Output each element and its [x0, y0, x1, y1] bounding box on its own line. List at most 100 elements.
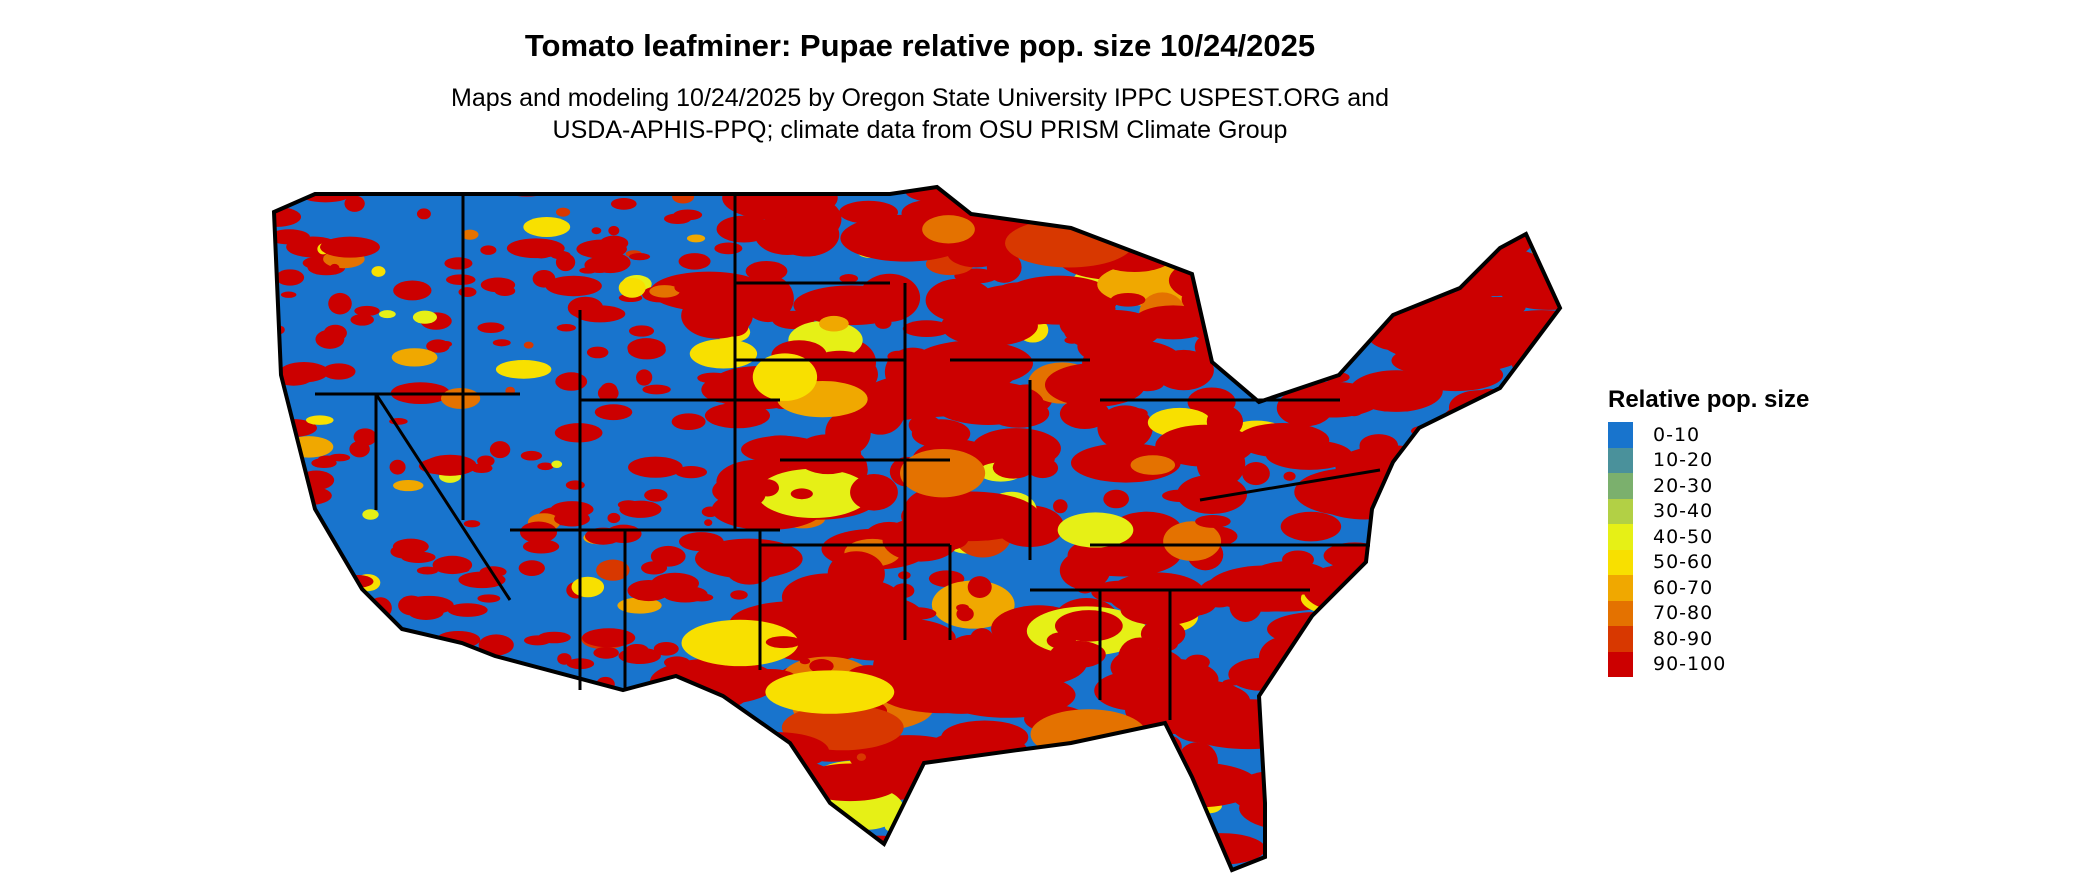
population-patch — [681, 816, 742, 855]
population-patch — [1241, 252, 1299, 291]
population-patch — [506, 238, 565, 259]
population-patch — [664, 656, 690, 669]
population-patch — [1509, 399, 1560, 447]
population-patch — [607, 512, 621, 524]
population-patch — [1390, 810, 1481, 843]
population-patch — [546, 814, 583, 832]
population-patch — [1394, 744, 1480, 775]
population-patch — [489, 441, 511, 459]
population-patch — [686, 234, 706, 243]
population-patch — [381, 643, 407, 666]
population-patch — [1414, 622, 1448, 638]
population-patch — [608, 225, 620, 236]
population-patch — [629, 252, 651, 261]
population-patch — [628, 325, 655, 337]
population-patch — [1484, 563, 1522, 577]
population-patch — [939, 778, 954, 790]
population-patch — [1376, 203, 1394, 210]
population-patch — [1352, 855, 1370, 866]
population-patch — [275, 732, 322, 748]
population-patch — [426, 339, 450, 353]
population-patch — [581, 814, 614, 831]
population-patch — [1167, 226, 1190, 235]
population-patch — [1316, 334, 1348, 351]
population-patch — [1118, 637, 1162, 677]
population-patch — [631, 741, 676, 759]
population-patch — [1188, 260, 1246, 282]
population-patch — [1042, 858, 1098, 870]
population-patch — [1163, 211, 1268, 259]
population-patch — [507, 764, 539, 786]
population-patch — [1145, 187, 1217, 205]
population-patch — [1462, 413, 1489, 435]
population-patch — [546, 692, 558, 700]
population-patch — [341, 187, 366, 194]
population-patch — [358, 752, 379, 763]
population-patch — [693, 725, 745, 753]
population-patch — [1367, 204, 1400, 230]
legend-label: 30-40 — [1653, 500, 1714, 523]
population-patch — [279, 361, 329, 383]
population-patch — [519, 521, 558, 544]
population-patch — [399, 782, 422, 796]
population-patch — [628, 836, 652, 856]
population-patch — [594, 404, 633, 421]
population-patch — [1294, 283, 1378, 332]
population-patch — [819, 315, 849, 332]
population-patch — [1433, 744, 1458, 767]
population-patch — [1333, 283, 1383, 310]
population-patch — [1323, 737, 1404, 782]
population-patch — [1512, 721, 1560, 762]
population-patch — [1503, 611, 1551, 645]
population-patch — [393, 280, 432, 301]
population-patch — [444, 257, 473, 270]
map-title: Tomato leafminer: Pupae relative pop. si… — [524, 28, 1316, 63]
population-patch — [324, 664, 346, 680]
population-patch — [765, 636, 802, 649]
population-patch — [1278, 785, 1333, 811]
population-patch — [969, 810, 1021, 835]
population-patch — [653, 641, 679, 656]
legend-item: 20-30 — [1608, 473, 1809, 499]
population-patch — [1520, 595, 1535, 604]
population-patch — [1452, 225, 1481, 239]
population-patch — [1059, 398, 1110, 429]
population-patch — [520, 785, 560, 804]
legend-item: 10-20 — [1608, 447, 1809, 473]
population-patch — [1073, 571, 1097, 594]
population-patch — [350, 314, 374, 326]
population-patch — [1430, 187, 1509, 213]
population-patch — [618, 806, 658, 828]
population-patch — [540, 697, 578, 720]
population-patch — [967, 187, 1078, 208]
population-patch — [1477, 711, 1519, 741]
population-patch — [438, 843, 459, 852]
population-patch — [414, 715, 440, 733]
population-patch — [922, 215, 975, 244]
population-patch — [1222, 282, 1289, 307]
population-patch — [1500, 638, 1560, 669]
population-patch — [745, 261, 788, 282]
population-patch — [478, 634, 514, 656]
population-patch — [674, 281, 697, 294]
population-patch — [480, 245, 497, 255]
population-patch — [1289, 703, 1347, 734]
population-patch — [274, 671, 283, 684]
population-patch — [1388, 509, 1398, 519]
population-patch — [1055, 745, 1143, 786]
population-patch — [1539, 794, 1560, 808]
population-patch — [569, 377, 585, 385]
population-patch — [1366, 774, 1409, 797]
population-patch — [523, 635, 552, 646]
population-patch — [1424, 508, 1512, 542]
population-patch — [1456, 824, 1473, 831]
population-patch — [985, 755, 1008, 768]
population-patch — [1141, 813, 1197, 841]
population-patch — [1040, 828, 1083, 846]
population-patch — [545, 275, 602, 297]
population-patch — [1165, 680, 1243, 712]
population-patch — [1053, 499, 1068, 514]
population-patch — [1283, 471, 1296, 481]
population-patch — [1211, 267, 1226, 277]
population-patch — [548, 836, 562, 846]
